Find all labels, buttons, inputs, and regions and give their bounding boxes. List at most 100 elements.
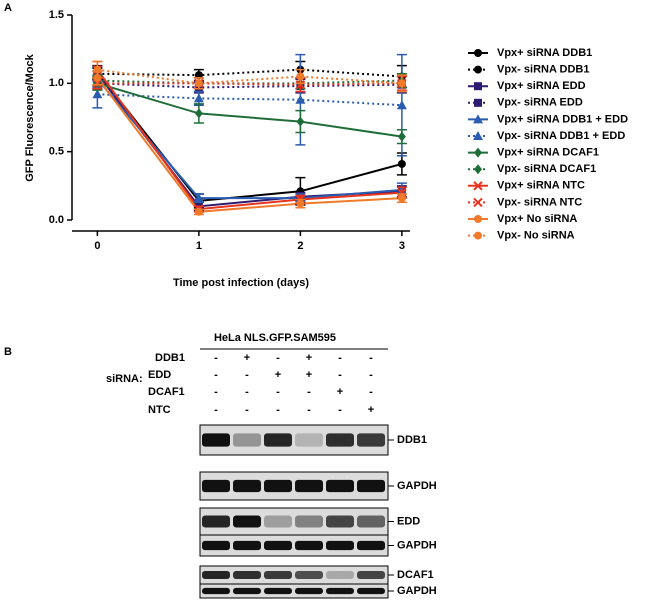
marker [397, 79, 406, 88]
lane-sign: - [276, 386, 280, 398]
marker [194, 79, 203, 88]
band [357, 587, 385, 595]
lane-sign: - [338, 404, 342, 416]
marker [473, 131, 483, 140]
lane-sign: - [245, 404, 249, 416]
row-label: EDD [148, 369, 171, 381]
marker [474, 65, 482, 74]
legend-label: Vpx- siRNA DCAF1 [497, 163, 596, 175]
band [295, 540, 323, 551]
lane-sign: - [307, 386, 311, 398]
x-tick-label: 0 [94, 240, 100, 252]
x-tick-label: 3 [399, 240, 405, 252]
series-line [97, 82, 402, 86]
band [264, 479, 292, 493]
band [295, 571, 323, 579]
lane-sign: - [214, 369, 218, 381]
marker [194, 108, 203, 119]
blot-label: DDB1 [397, 434, 427, 446]
blot-label: GAPDH [397, 585, 437, 597]
marker [295, 79, 306, 90]
marker [474, 147, 482, 158]
band [264, 571, 292, 579]
marker [397, 194, 406, 203]
legend-label: Vpx+ siRNA NTC [497, 180, 585, 192]
blot-label: GAPDH [397, 480, 437, 492]
band [264, 433, 292, 447]
band [233, 433, 261, 447]
lane-sign: - [214, 404, 218, 416]
band [202, 540, 230, 551]
band [264, 587, 292, 595]
lane-sign: + [275, 369, 281, 381]
lane-sign: + [244, 352, 250, 364]
band [202, 433, 230, 447]
series-line [97, 93, 402, 107]
band [233, 479, 261, 493]
band [295, 515, 323, 528]
marker [296, 199, 305, 208]
legend-label: Vpx- siRNA DDB1 + EDD [497, 130, 625, 142]
row-label: DCAF1 [148, 386, 185, 398]
legend-label: Vpx+ No siRNA [497, 213, 577, 225]
marker [296, 116, 305, 127]
band [202, 515, 230, 528]
legend-label: Vpx- No siRNA [497, 230, 575, 242]
band [202, 587, 230, 595]
blot-label: DCAF1 [397, 569, 434, 581]
marker [474, 82, 482, 91]
legend-label: Vpx- siRNA EDD [497, 97, 583, 109]
band [357, 479, 385, 493]
blot-strip [199, 507, 389, 536]
lane-sign: - [214, 352, 218, 364]
marker [473, 114, 483, 124]
band [326, 515, 354, 528]
band [233, 540, 261, 551]
marker [194, 207, 203, 216]
series-line [97, 82, 403, 138]
band [326, 587, 354, 595]
x-axis-label: Time post infection (days) [173, 277, 309, 289]
band [326, 540, 354, 551]
band [264, 515, 292, 528]
marker [193, 193, 204, 203]
legend-label: Vpx+ siRNA DCAF1 [497, 147, 599, 159]
legend-label: Vpx+ siRNA DDB1 + EDD [497, 113, 628, 125]
row-header: siRNA: [106, 373, 143, 385]
legend-label: Vpx- siRNA DDB1 [497, 64, 590, 76]
x-tick-label: 1 [196, 240, 202, 252]
row-label: NTC [148, 404, 171, 416]
marker [92, 89, 103, 99]
x-tick-label: 2 [297, 240, 303, 252]
band [233, 571, 261, 579]
band [357, 433, 385, 447]
band [357, 540, 385, 551]
row-label: DDB1 [155, 352, 185, 364]
band [202, 571, 230, 579]
series-line [97, 68, 402, 78]
band [326, 479, 354, 493]
marker [397, 159, 406, 168]
legend-label: Vpx+ siRNA DDB1 [497, 47, 592, 59]
marker [296, 72, 305, 81]
band [233, 515, 261, 528]
band [295, 433, 323, 447]
y-tick-label: 1.0 [49, 77, 64, 89]
series-line [96, 77, 402, 213]
band [326, 571, 354, 579]
marker [474, 215, 482, 223]
series-line [96, 69, 402, 211]
band [295, 479, 323, 493]
lane-sign: - [307, 404, 311, 416]
band [357, 571, 385, 579]
lane-sign: - [245, 369, 249, 381]
series-line [96, 71, 403, 202]
marker [473, 197, 483, 208]
lane-sign: - [369, 369, 373, 381]
lane-sign: + [337, 386, 343, 398]
band [357, 515, 385, 528]
band [264, 540, 292, 551]
marker [474, 98, 482, 107]
marker [474, 231, 482, 240]
band [233, 587, 261, 595]
